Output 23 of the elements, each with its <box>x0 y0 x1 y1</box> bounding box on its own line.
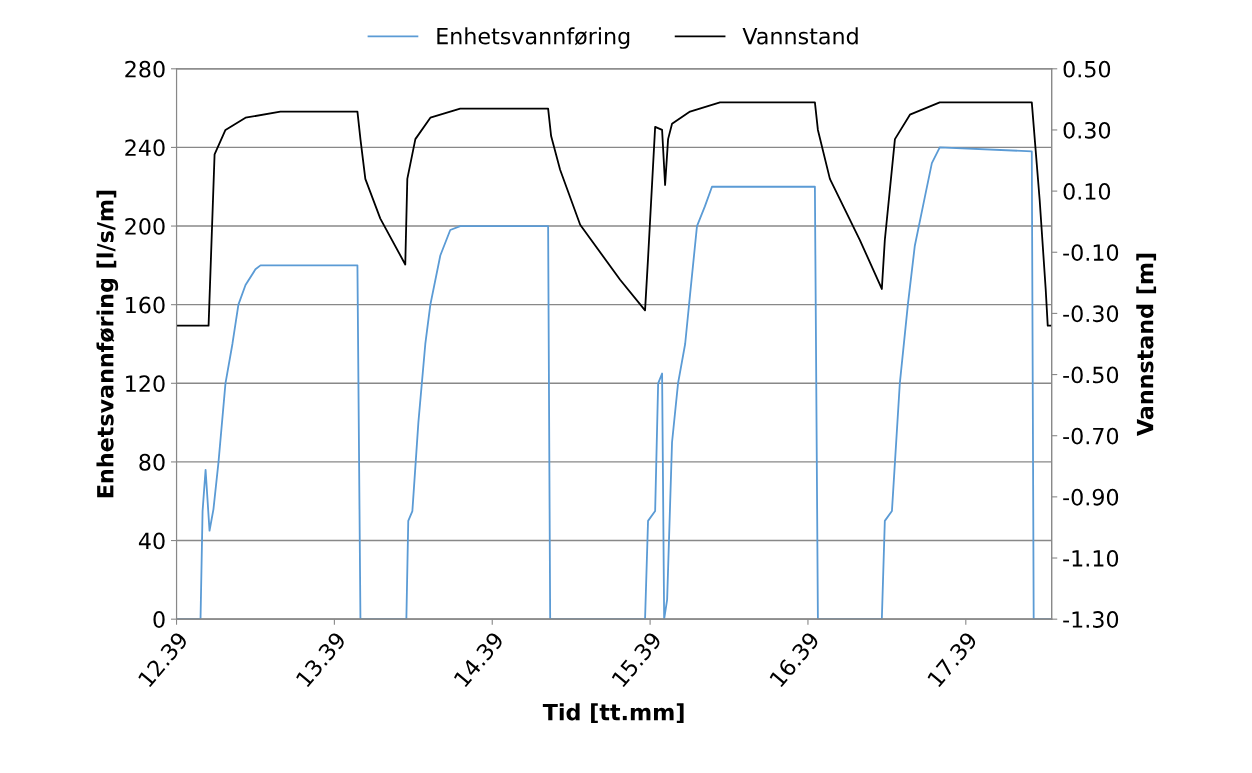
y2-tick-label: 0.10 <box>1063 183 1111 200</box>
y-tick-label: 80 <box>139 453 165 471</box>
y2-tick-label: 0.30 <box>1063 121 1111 139</box>
y-tick-label: 280 <box>125 60 165 78</box>
y2-axis-title: Vannstand [m] <box>1136 253 1157 437</box>
y-tick-label: 240 <box>125 139 165 157</box>
y-tick-label: 200 <box>125 218 165 235</box>
y-tick-label: 120 <box>126 375 165 393</box>
y-tick-label: 40 <box>138 532 165 550</box>
legend-label: Vannstand <box>742 27 858 45</box>
y2-tick-label: -0.30 <box>1063 305 1119 323</box>
y2-tick-label: -0.10 <box>1063 244 1119 262</box>
y2-tick-label: -1.30 <box>1063 611 1119 628</box>
y2-tick-label: 0.50 <box>1063 60 1111 78</box>
y-tick-label: 160 <box>126 296 165 314</box>
y-axis-title: Enhetsvannføring [l/s/m] <box>96 190 119 498</box>
y2-tick-label: -1.10 <box>1063 549 1119 567</box>
y2-tick-label: -0.50 <box>1063 366 1119 384</box>
x-axis-title: Tid [tt.mm] <box>542 703 684 724</box>
legend-label: Enhetsvannføring <box>437 27 630 49</box>
y2-tick-label: -0.90 <box>1063 488 1119 506</box>
y-tick-label: 0 <box>153 611 165 628</box>
y2-tick-label: -0.70 <box>1063 427 1119 445</box>
